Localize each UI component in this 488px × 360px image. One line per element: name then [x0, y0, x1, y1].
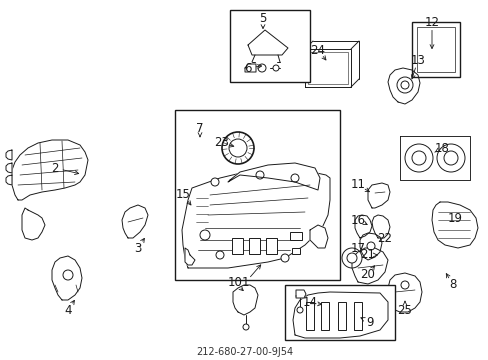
Text: 16: 16 [350, 213, 365, 226]
Circle shape [443, 151, 457, 165]
Circle shape [228, 139, 246, 157]
Text: 7: 7 [196, 122, 203, 135]
Circle shape [272, 65, 279, 71]
Circle shape [256, 171, 264, 179]
Text: 11: 11 [350, 179, 365, 192]
Circle shape [396, 77, 412, 93]
Circle shape [400, 81, 408, 89]
Text: 5: 5 [259, 12, 266, 24]
Polygon shape [371, 215, 389, 238]
Polygon shape [184, 248, 195, 265]
Text: 19: 19 [447, 211, 462, 225]
Polygon shape [309, 225, 327, 248]
Polygon shape [6, 175, 12, 185]
Text: 13: 13 [410, 54, 425, 67]
Text: 9: 9 [366, 315, 373, 328]
Circle shape [63, 270, 73, 280]
Polygon shape [6, 163, 12, 173]
Text: 8: 8 [448, 279, 456, 292]
Polygon shape [122, 205, 148, 238]
Bar [265, 238, 276, 254]
Polygon shape [387, 68, 419, 104]
Circle shape [258, 64, 265, 72]
Polygon shape [12, 140, 88, 200]
Circle shape [200, 230, 209, 240]
Bar [291, 248, 299, 254]
Circle shape [222, 132, 253, 164]
Polygon shape [387, 273, 421, 312]
Polygon shape [305, 49, 350, 87]
Bar [399, 136, 469, 180]
Text: 25: 25 [397, 303, 411, 316]
Text: 18: 18 [434, 141, 448, 154]
Polygon shape [22, 208, 45, 240]
Text: 212-680-27-00-9J54: 212-680-27-00-9J54 [196, 347, 292, 357]
Polygon shape [359, 233, 381, 260]
Text: 10: 10 [227, 276, 242, 289]
Polygon shape [431, 202, 477, 248]
Polygon shape [295, 290, 305, 298]
Circle shape [400, 281, 408, 289]
Text: 24: 24 [310, 44, 325, 57]
Circle shape [243, 324, 248, 330]
Circle shape [404, 144, 432, 172]
Polygon shape [367, 183, 389, 208]
Polygon shape [227, 163, 319, 190]
Circle shape [341, 248, 361, 268]
Polygon shape [6, 150, 12, 160]
Polygon shape [351, 248, 387, 284]
Circle shape [281, 254, 288, 262]
Text: 21: 21 [360, 248, 375, 261]
Circle shape [216, 251, 224, 259]
Text: 20: 20 [360, 269, 375, 282]
Polygon shape [232, 285, 258, 315]
Text: 15: 15 [175, 189, 190, 202]
Bar [305, 302, 313, 330]
Text: 17: 17 [350, 242, 365, 255]
Text: 6: 6 [244, 62, 251, 75]
Bar [231, 238, 243, 254]
Circle shape [366, 242, 374, 250]
Bar [285, 285, 394, 340]
Bar [416, 27, 454, 72]
Circle shape [296, 307, 303, 313]
Bar [337, 302, 346, 330]
Bar [353, 302, 361, 330]
Bar [248, 238, 260, 254]
Text: 12: 12 [424, 15, 439, 28]
Circle shape [210, 178, 219, 186]
Bar [229, 10, 309, 82]
Polygon shape [182, 170, 329, 268]
Polygon shape [187, 152, 200, 178]
Polygon shape [52, 256, 82, 300]
Text: 23: 23 [214, 136, 229, 149]
Polygon shape [244, 64, 256, 72]
Polygon shape [247, 30, 287, 55]
Text: 22: 22 [377, 231, 392, 244]
Circle shape [411, 151, 425, 165]
Polygon shape [198, 188, 209, 232]
Circle shape [346, 253, 356, 263]
Polygon shape [292, 292, 387, 338]
Bar [307, 52, 347, 84]
Text: 3: 3 [134, 242, 142, 255]
Bar [175, 110, 339, 280]
Text: 14: 14 [302, 297, 317, 310]
Polygon shape [354, 215, 371, 238]
Circle shape [290, 174, 298, 182]
Text: 2: 2 [51, 162, 59, 175]
Bar [411, 22, 459, 77]
Text: 1: 1 [241, 276, 248, 289]
Bar [320, 302, 328, 330]
Text: 4: 4 [64, 303, 72, 316]
Bar [289, 232, 302, 240]
Circle shape [436, 144, 464, 172]
